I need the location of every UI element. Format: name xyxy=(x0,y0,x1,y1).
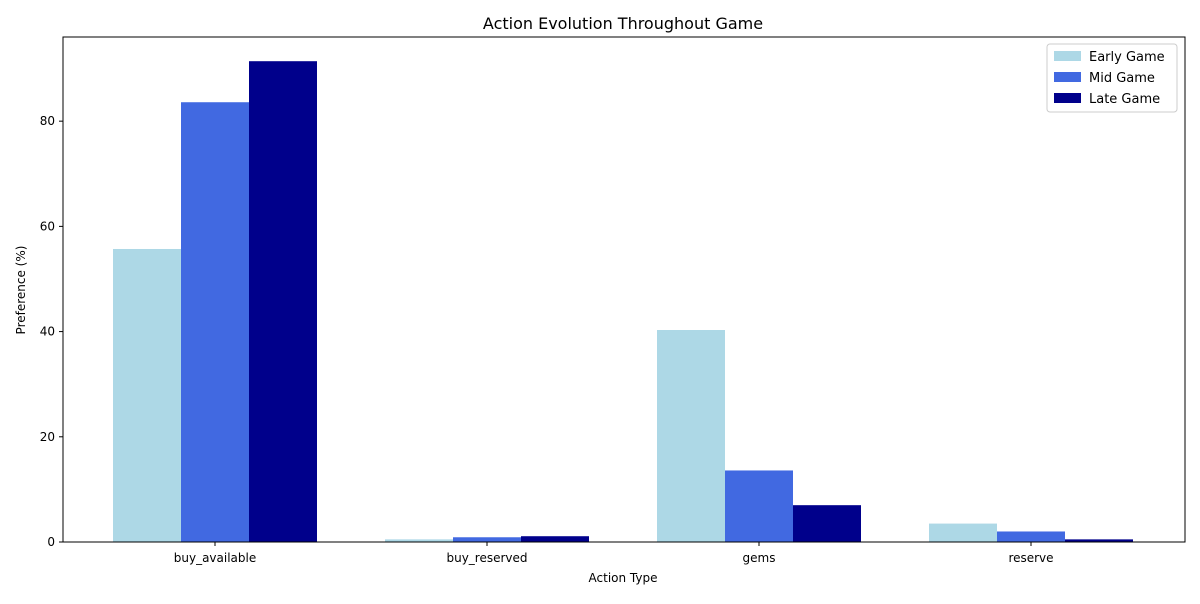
legend-label: Early Game xyxy=(1089,50,1165,65)
bar-buy_available-mid-game xyxy=(181,102,249,543)
legend-swatch xyxy=(1054,51,1081,61)
y-tick-label: 60 xyxy=(40,219,55,233)
x-tick-label: gems xyxy=(743,551,776,565)
bar-reserve-early-game xyxy=(929,523,997,542)
bars-layer xyxy=(113,61,1133,543)
bar-buy_reserved-late-game xyxy=(521,536,589,542)
legend: Early Game Mid Game Late Game xyxy=(1046,43,1178,113)
x-axis-label: Action Type xyxy=(589,571,658,585)
y-tick-label: 40 xyxy=(40,325,55,339)
x-tick-label: buy_available xyxy=(174,551,257,565)
y-tick-label: 0 xyxy=(47,535,55,549)
legend-swatch xyxy=(1054,93,1081,103)
bar-buy_reserved-mid-game xyxy=(453,537,521,542)
bar-gems-mid-game xyxy=(725,470,793,542)
y-tick-label: 80 xyxy=(40,114,55,128)
bar-gems-late-game xyxy=(793,505,861,542)
chart-title: Action Evolution Throughout Game xyxy=(483,14,763,33)
bar-reserve-late-game xyxy=(1065,539,1133,542)
y-axis-label: Preference (%) xyxy=(14,246,28,335)
bar-buy_available-early-game xyxy=(113,248,181,542)
axes-layer: 0 20 40 60 80 buy_available buy_reserved gems re… xyxy=(40,36,1186,565)
y-tick-label: 20 xyxy=(40,430,55,444)
bar-reserve-mid-game xyxy=(997,531,1065,542)
plot-frame xyxy=(62,36,1186,543)
legend-label: Late Game xyxy=(1089,92,1160,107)
bar-buy_reserved-early-game xyxy=(385,539,453,542)
bar-buy_available-late-game xyxy=(249,61,317,543)
x-tick-label: buy_reserved xyxy=(446,551,527,565)
x-tick-label: reserve xyxy=(1008,551,1053,565)
bar-gems-early-game xyxy=(657,330,725,542)
legend-swatch xyxy=(1054,72,1081,82)
legend-label: Mid Game xyxy=(1089,71,1155,86)
